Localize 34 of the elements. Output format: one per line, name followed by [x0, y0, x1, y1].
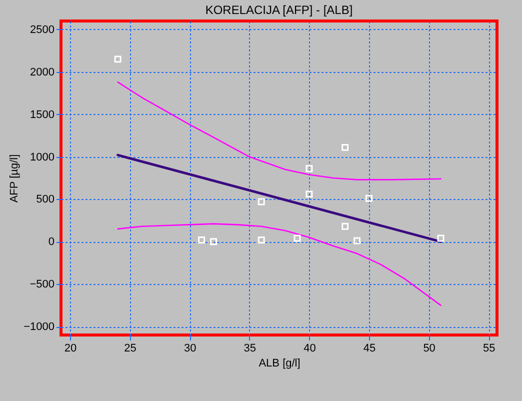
point [198, 236, 206, 244]
point [258, 236, 265, 244]
x-tick-label: 50 [423, 342, 436, 354]
y-tick-label: −1000 [24, 321, 54, 334]
point [342, 222, 349, 230]
chart-title: KORELACIJA [AFP] - [ALB] [205, 3, 353, 17]
y-tick-label: 500 [36, 194, 54, 206]
line-series [117, 223, 442, 306]
x-tick-label: 45 [363, 342, 376, 354]
x-tick-label: 35 [244, 342, 256, 354]
line-series [117, 81, 442, 180]
x-tick-label: 20 [64, 342, 77, 354]
point [114, 56, 122, 63]
x-tick-label: 55 [483, 342, 496, 354]
point [306, 165, 313, 172]
x-tick-label: 30 [184, 342, 196, 354]
x-tick-label: 25 [124, 342, 136, 354]
point [306, 190, 313, 198]
y-tick-label: 2000 [30, 66, 54, 78]
point [294, 234, 301, 242]
y-tick-label: 0 [48, 236, 54, 248]
point [366, 194, 372, 202]
y-tick-label: 1500 [30, 108, 54, 121]
point [258, 198, 265, 206]
y-tick-label: 1000 [30, 151, 54, 164]
point [342, 144, 349, 151]
y-tick-label: −500 [30, 278, 54, 291]
point [210, 238, 217, 246]
y-tick-label: 2500 [30, 24, 54, 36]
y-axis-title: AFP [µg/l] [8, 154, 21, 203]
point [354, 237, 361, 244]
x-tick-label: 40 [304, 342, 316, 354]
x-axis-title: ALB [g/l] [258, 358, 300, 370]
point [437, 234, 444, 242]
